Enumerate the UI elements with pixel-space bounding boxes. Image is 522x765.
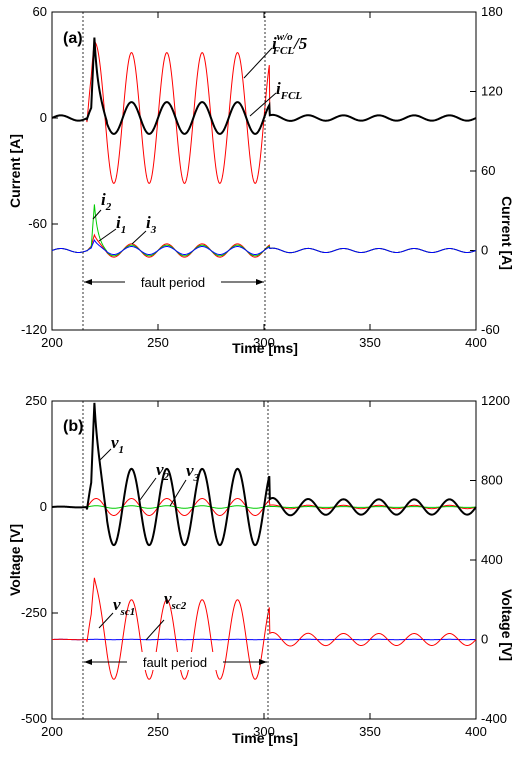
y-tick-label-left: 250 (25, 393, 47, 408)
y-tick-label-right: 0 (481, 243, 488, 258)
panel-a-fault-arrow: fault period (84, 272, 264, 290)
y-tick-label-right: 0 (481, 632, 488, 647)
panel-b-fault-label: fault period (143, 655, 207, 670)
panel-a-x-label: Time [ms] (232, 340, 298, 356)
series-line-v-1 (51, 402, 477, 547)
panel-a-left-y-ticks: -120 -60 0 60 (21, 4, 58, 337)
panel-b-series (51, 402, 477, 680)
panel-b-x-ticks: 200 250 300 350 400 (41, 401, 487, 739)
series-line-v-sc1 (51, 577, 477, 680)
y-tick-label-right: 60 (481, 163, 495, 178)
x-tick-label: 300 (253, 724, 275, 739)
y-tick-label-left: -250 (21, 605, 47, 620)
panel-a-left-y-label: Current [A] (7, 134, 23, 208)
x-tick-label: 300 (253, 335, 275, 350)
y-tick-label-left: -60 (28, 216, 47, 231)
y-tick-label-right: 120 (481, 84, 503, 99)
svg-text:v1: v1 (111, 433, 124, 456)
y-tick-label-right: -400 (481, 711, 507, 726)
annotation-v3: v3 (169, 461, 200, 507)
panel-a-series (51, 37, 477, 258)
series-line-i-fcl-w-o-5 (51, 40, 477, 184)
y-tick-label-right: 180 (481, 4, 503, 19)
y-tick-label-left: -500 (21, 711, 47, 726)
y-tick-label-left: 0 (40, 499, 47, 514)
annotation-i-fcl: iFCL (249, 79, 302, 117)
svg-text:i3: i3 (146, 213, 157, 236)
y-tick-label-left: 0 (40, 110, 47, 125)
panel-b-left-y-ticks: -500 -250 0 250 (21, 393, 58, 726)
svg-text:v3: v3 (186, 461, 200, 484)
panel-a-x-ticks: 200 250 300 350 400 (41, 12, 487, 350)
annotation-i3: i3 (131, 213, 157, 245)
x-tick-label: 250 (147, 724, 169, 739)
annotation-vsc1: vsc1 (98, 595, 135, 629)
svg-text:i1: i1 (116, 213, 126, 236)
panel-a-right-y-label: Current [A] (499, 196, 515, 270)
panel-b-fault-arrow: fault period (84, 652, 267, 670)
panel-a-label: (a) (63, 30, 83, 47)
annotation-v1: v1 (98, 433, 124, 462)
panel-b-left-y-label: Voltage [V] (7, 524, 23, 596)
panel-b-x-label: Time [ms] (232, 730, 298, 746)
svg-text:i2: i2 (101, 190, 112, 213)
annotation-i2: i2 (92, 190, 112, 220)
panel-b: 200 250 300 350 400 -500 -250 0 250 -400 0 400 800… (7, 393, 515, 746)
y-tick-label-right: 800 (481, 473, 503, 488)
svg-text:v2: v2 (156, 460, 170, 483)
x-tick-label: 400 (465, 724, 487, 739)
svg-text:vsc1: vsc1 (113, 595, 135, 618)
series-line-i-3 (51, 239, 477, 255)
annotation-v2: v2 (139, 460, 170, 501)
annotation-i1: i1 (98, 213, 126, 242)
y-tick-label-right: 1200 (481, 393, 510, 408)
svg-text:vsc2: vsc2 (164, 589, 187, 612)
annotation-i-fcl-wo: iw/o FCL/5 (243, 31, 308, 79)
svg-text:iFCL: iFCL (276, 79, 302, 102)
x-tick-label: 350 (359, 335, 381, 350)
panel-b-right-y-ticks: -400 0 400 800 1200 (470, 393, 510, 726)
panel-b-right-y-label: Voltage [V] (499, 589, 515, 661)
panel-b-label: (b) (63, 418, 83, 435)
x-tick-label: 400 (465, 335, 487, 350)
y-tick-label-right: -60 (481, 322, 500, 337)
x-tick-label: 350 (359, 724, 381, 739)
annotation-vsc2: vsc2 (145, 589, 187, 641)
panel-a-fault-label: fault period (141, 275, 205, 290)
y-tick-label-left: 60 (33, 4, 47, 19)
x-tick-label: 200 (41, 724, 63, 739)
x-tick-label: 200 (41, 335, 63, 350)
y-tick-label-right: 400 (481, 552, 503, 567)
series-line-i-fcl (51, 37, 477, 135)
y-tick-label-left: -120 (21, 322, 47, 337)
panel-a-right-y-ticks: -60 0 60 120 180 (470, 4, 503, 337)
x-tick-label: 250 (147, 335, 169, 350)
